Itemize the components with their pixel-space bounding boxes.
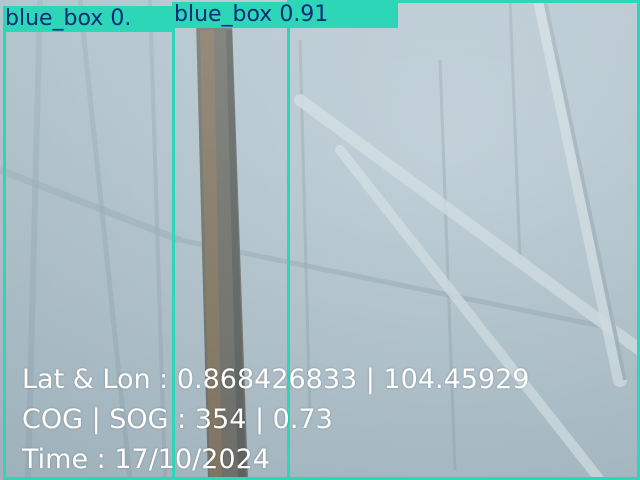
detection-label-2: blue_box 0.91 — [172, 2, 398, 28]
detection-box-3 — [287, 0, 640, 480]
detection-label-1: blue_box 0. — [3, 6, 175, 32]
telemetry-time: Time : 17/10/2024 — [22, 444, 270, 475]
telemetry-cog-sog: COG | SOG : 354 | 0.73 — [22, 404, 333, 435]
telemetry-latlon: Lat & Lon : 0.868426833 | 104.45929 — [22, 364, 530, 395]
